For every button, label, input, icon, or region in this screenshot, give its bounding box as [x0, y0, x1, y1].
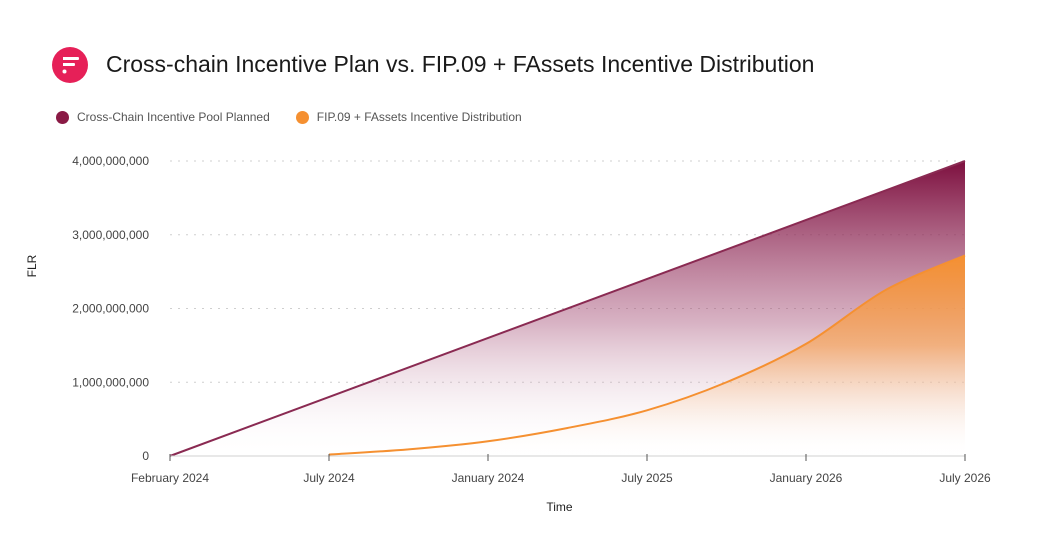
y-tick-label: 4,000,000,000 [72, 154, 149, 168]
x-tick-label: January 2024 [452, 471, 525, 485]
chart-title: Cross-chain Incentive Plan vs. FIP.09 + … [106, 51, 815, 77]
flare-logo-icon [52, 47, 88, 83]
x-tick-label: July 2025 [621, 471, 673, 485]
pool-line [169, 160, 966, 457]
x-tick-label: July 2026 [939, 471, 991, 485]
y-axis-title: FLR [25, 254, 39, 277]
legend-item-distribution: FIP.09 + FAssets Incentive Distribution [295, 110, 522, 124]
legend-swatch-pool [56, 110, 69, 124]
legend-item-pool: Cross-Chain Incentive Pool Planned [56, 110, 270, 124]
legend-label-distribution: FIP.09 + FAssets Incentive Distribution [316, 110, 522, 124]
y-tick-label: 2,000,000,000 [72, 302, 149, 316]
legend-swatch-distribution [295, 110, 309, 124]
y-tick-label: 0 [142, 449, 149, 463]
distribution-line [328, 254, 966, 456]
distribution-area [329, 255, 965, 456]
chart-legend: Cross-Chain Incentive Pool Planned FIP.0… [56, 110, 522, 124]
legend-label-pool: Cross-Chain Incentive Pool Planned [77, 110, 270, 124]
x-axis-title: Time [546, 500, 573, 514]
x-tick-label: January 2026 [770, 471, 843, 485]
x-tick-label: February 2024 [131, 471, 209, 485]
x-tick-label: July 2024 [303, 471, 355, 485]
y-tick-label: 3,000,000,000 [72, 228, 149, 242]
y-tick-label: 1,000,000,000 [72, 375, 149, 389]
